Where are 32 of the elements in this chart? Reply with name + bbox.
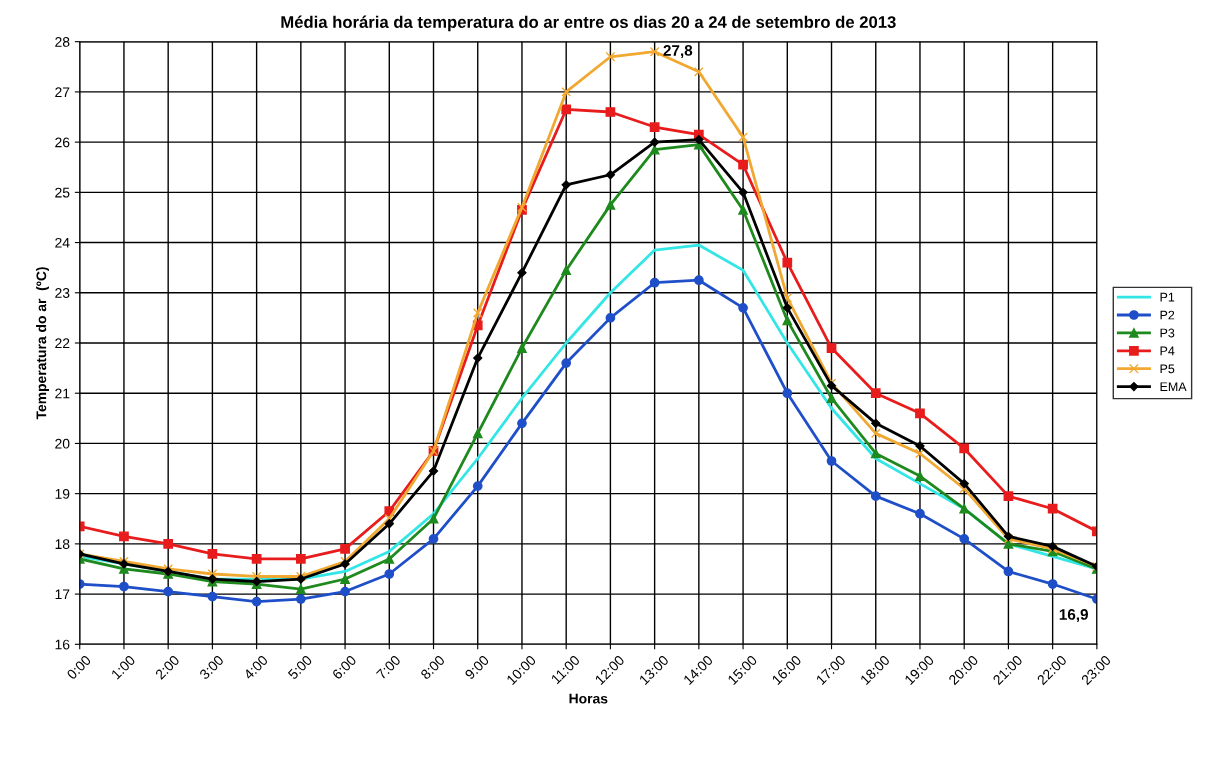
legend-label: P4 xyxy=(1160,346,1175,356)
annotation: 16,9 xyxy=(1059,609,1088,623)
y-tick-label: 27 xyxy=(55,87,70,97)
y-tick-label: 28 xyxy=(55,37,70,47)
y-tick-label: 17 xyxy=(55,589,70,600)
x-tick-label: 9:00 xyxy=(464,654,490,680)
legend-label: P2 xyxy=(1160,310,1175,320)
y-tick-label: 23 xyxy=(55,288,70,298)
chart-title: Média horária da temperatura do ar entre os dias 20 a 24 de setembro de 2013 xyxy=(281,15,896,32)
y-axis-title: Temperatura do ar (ºC) xyxy=(36,267,49,420)
y-tick-label: 18 xyxy=(55,539,70,550)
legend-label: P1 xyxy=(1160,292,1175,302)
y-tick-label: 19 xyxy=(55,488,70,499)
x-tick-label: 5:00 xyxy=(287,654,313,680)
y-tick-label: 24 xyxy=(55,237,70,248)
x-tick-label: 6:00 xyxy=(331,654,357,680)
x-tick-label: 0:00 xyxy=(66,654,92,680)
x-axis-title: Horas xyxy=(569,693,608,704)
y-tick-label: 20 xyxy=(55,438,70,449)
legend-label: EMA xyxy=(1160,382,1187,391)
y-tick-label: 25 xyxy=(55,187,70,198)
x-tick-label: 4:00 xyxy=(242,654,269,681)
x-tick-label: 7:00 xyxy=(375,654,402,680)
y-tick-label: 21 xyxy=(55,388,70,399)
y-tick-label: 22 xyxy=(55,338,70,349)
x-tick-label: 8:00 xyxy=(420,654,446,680)
x-tick-label: 3:00 xyxy=(198,654,225,680)
y-tick-label: 26 xyxy=(55,137,70,148)
legend-label: P5 xyxy=(1160,364,1175,374)
legend-label: P3 xyxy=(1160,328,1175,338)
annotation: 27,8 xyxy=(663,45,693,59)
y-tick-label: 16 xyxy=(55,639,70,650)
